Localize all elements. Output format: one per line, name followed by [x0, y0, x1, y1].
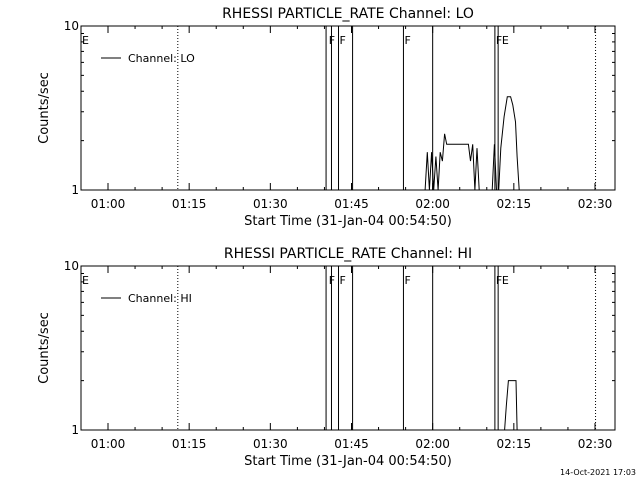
y-axis-label: Counts/sec: [37, 312, 52, 384]
legend: Channel: LO: [101, 52, 195, 65]
x-tick-label: 02:15: [497, 437, 532, 451]
x-tick-label: 02:30: [578, 197, 613, 211]
y-tick-label: 10: [64, 259, 79, 273]
x-tick-label: 02:30: [578, 437, 613, 451]
legend: Channel: HI: [101, 292, 192, 305]
chart-panel-2: RHESSI PARTICLE_RATE Channel: HIE F F F F E10…: [37, 246, 616, 469]
x-tick-label: 01:30: [253, 197, 288, 211]
plot-frame: [80, 265, 616, 431]
chart-title: RHESSI PARTICLE_RATE Channel: HI: [224, 246, 472, 262]
chart-title: RHESSI PARTICLE_RATE Channel: LO: [222, 6, 474, 22]
y-axis-label: Counts/sec: [37, 72, 52, 144]
x-tick-label: 01:45: [334, 197, 369, 211]
y-tick-label: 10: [64, 19, 79, 33]
flag-marker-f: F: [329, 274, 335, 287]
flag-marker-f: F: [496, 274, 502, 287]
x-tick-label: 01:30: [253, 437, 288, 451]
x-tick-label: 01:45: [334, 437, 369, 451]
series-line: [504, 380, 518, 431]
flag-marker-e: E: [502, 34, 509, 47]
footer-timestamp: 14-Oct-2021 17:03: [560, 468, 636, 477]
flag-marker-f: F: [496, 34, 502, 47]
plot-frame: [80, 25, 616, 191]
flag-marker-f: F: [404, 274, 410, 287]
flag-marker-f: F: [404, 34, 410, 47]
legend-entry: Channel: LO: [128, 52, 195, 65]
x-tick-label: 02:00: [415, 437, 450, 451]
x-tick-label: 01:15: [172, 437, 207, 451]
y-tick-label: 1: [71, 423, 79, 437]
series-line: [424, 96, 520, 191]
flag-marker-f: F: [340, 274, 346, 287]
flag-marker-f: F: [340, 34, 346, 47]
flag-marker-e: E: [502, 274, 509, 287]
flag-marker-e: E: [82, 274, 89, 287]
chart-panel-1: RHESSI PARTICLE_RATE Channel: LOE F F F F E10…: [37, 6, 616, 229]
flag-marker-f: F: [329, 34, 335, 47]
y-tick-label: 1: [71, 183, 79, 197]
x-tick-label: 01:00: [91, 197, 126, 211]
flag-marker-e: E: [82, 34, 89, 47]
legend-entry: Channel: HI: [128, 292, 192, 305]
x-tick-label: 02:00: [415, 197, 450, 211]
x-axis-label: Start Time (31-Jan-04 00:54:50): [244, 214, 452, 229]
x-tick-label: 01:00: [91, 437, 126, 451]
x-tick-label: 02:15: [497, 197, 532, 211]
x-axis-label: Start Time (31-Jan-04 00:54:50): [244, 454, 452, 469]
x-tick-label: 01:15: [172, 197, 207, 211]
